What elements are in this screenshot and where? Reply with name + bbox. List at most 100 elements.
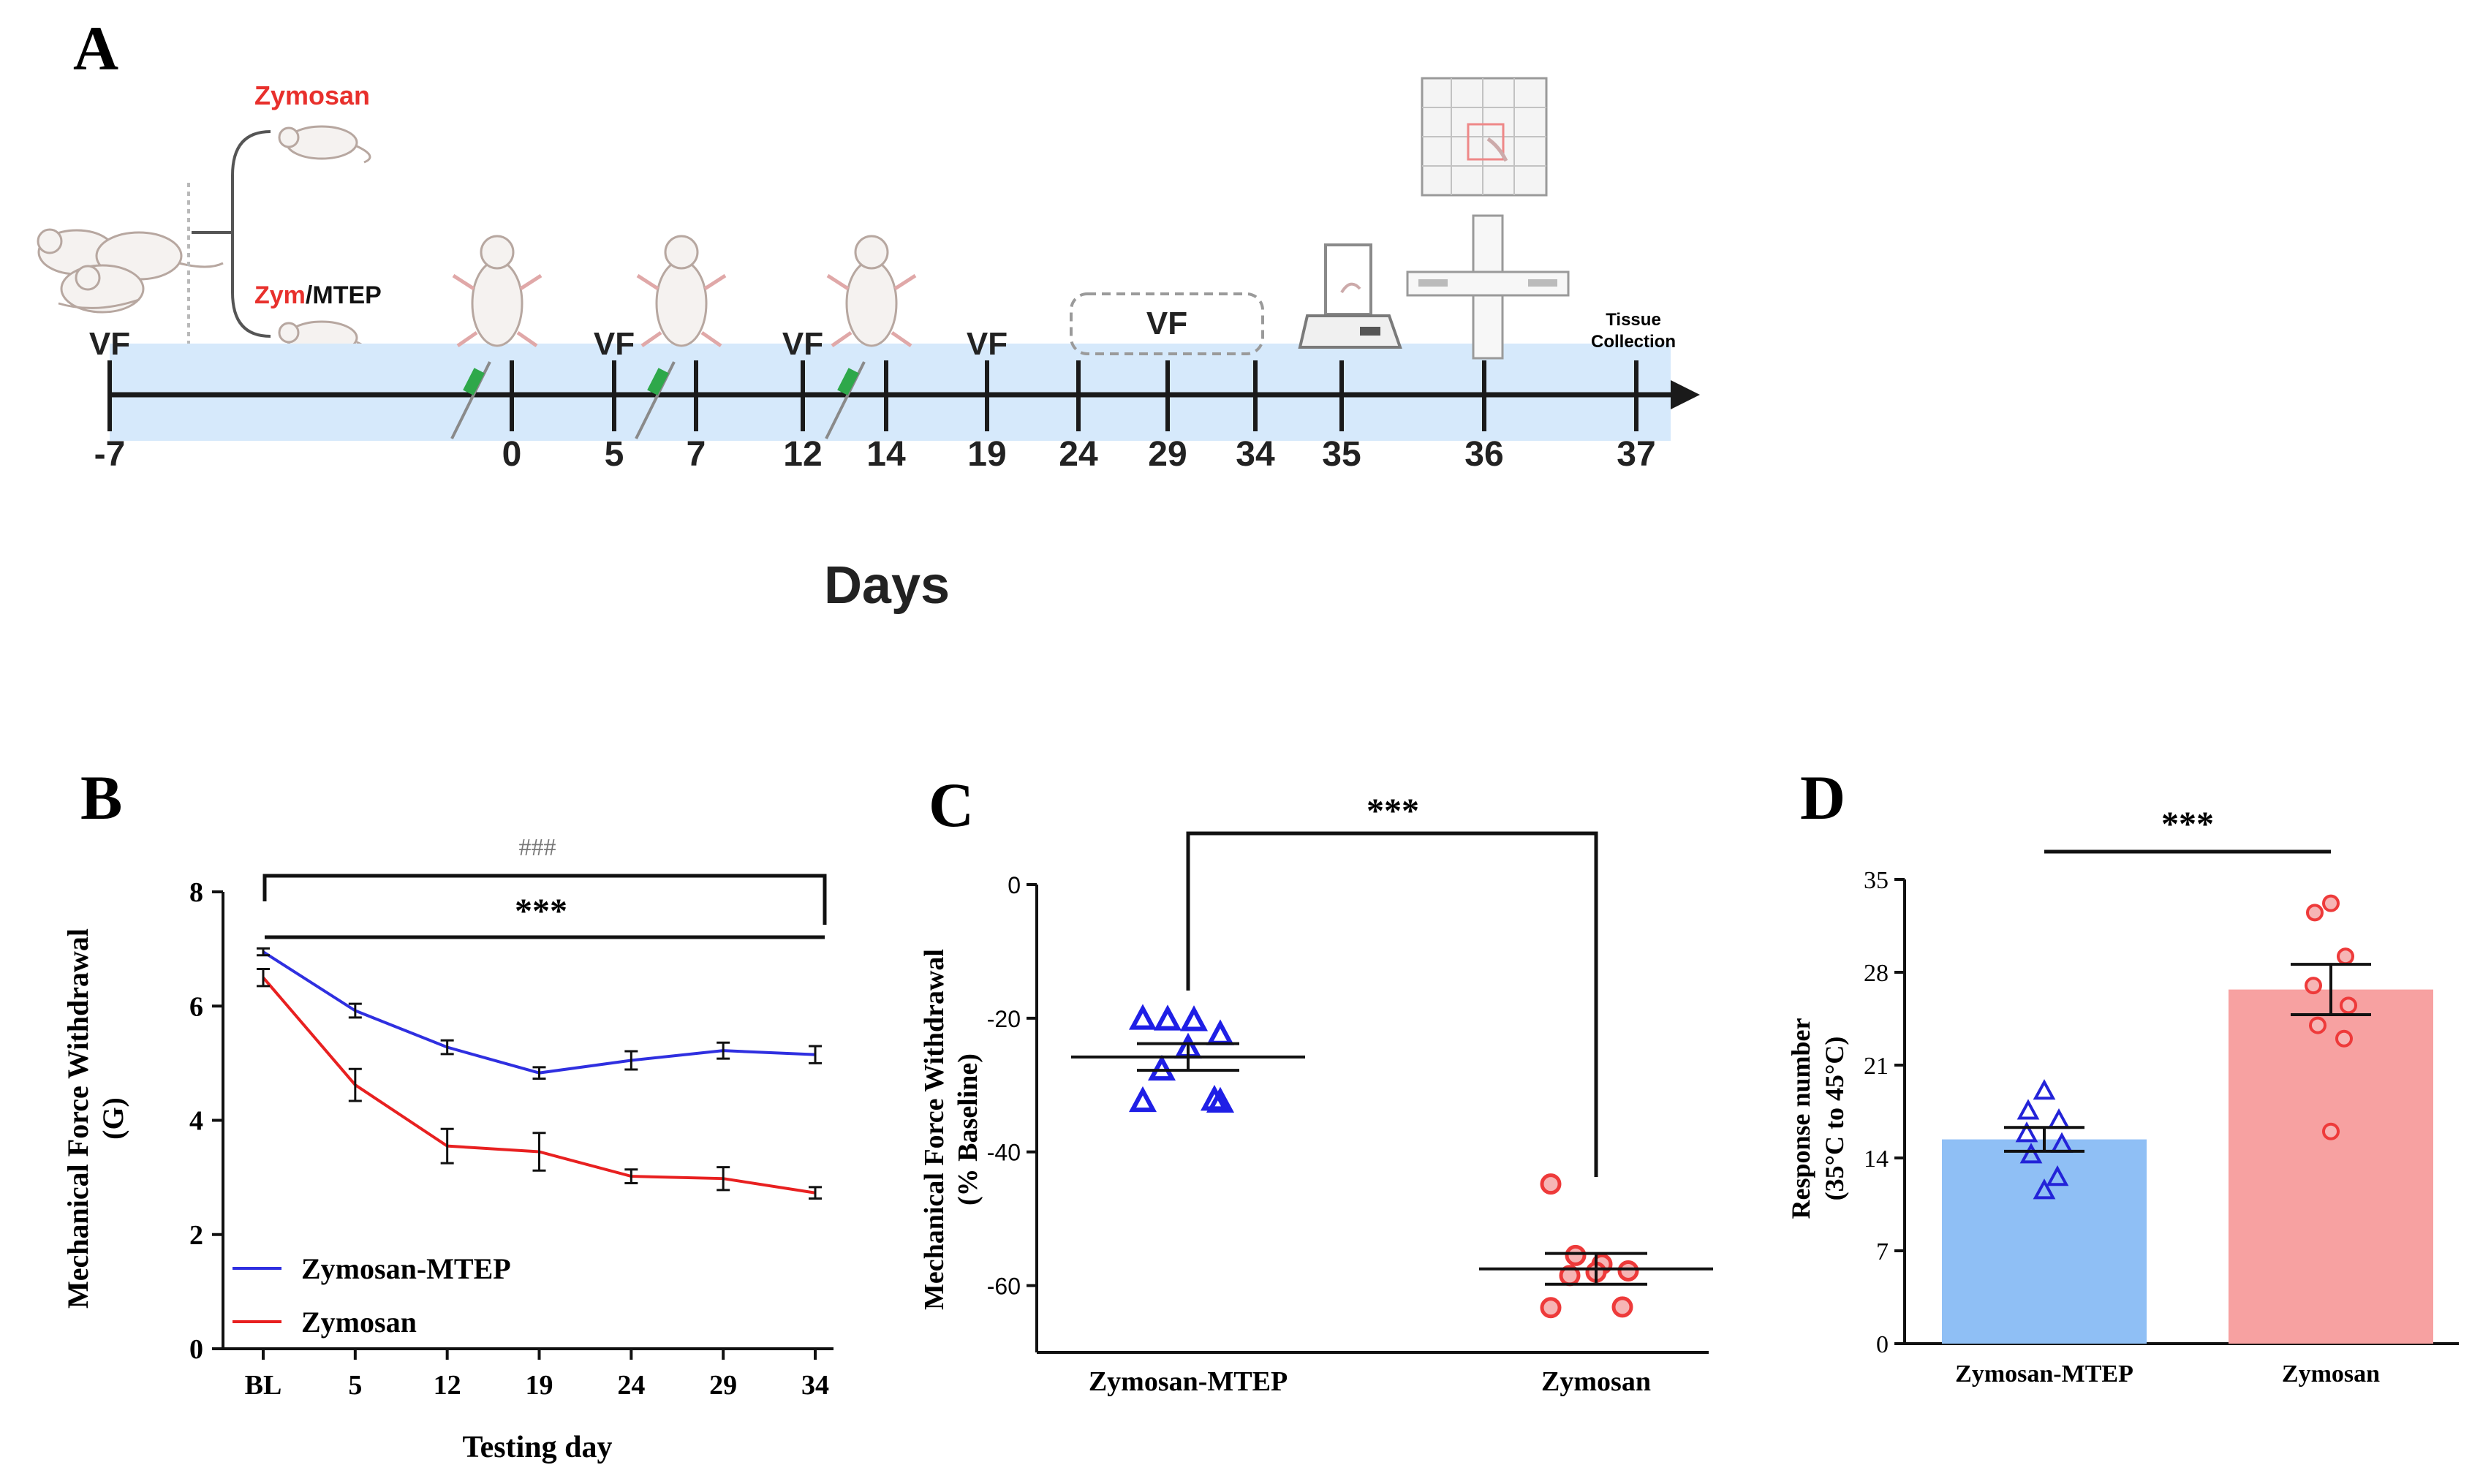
d-y-axis-title-line1: Response number	[1786, 1018, 1815, 1219]
c-x-tick-label-1: Zymosan	[1541, 1366, 1651, 1397]
d-point-triangle	[2033, 1079, 2056, 1100]
d-bar-0	[1942, 1139, 2147, 1344]
group-zymosan-label: Zymosan	[254, 80, 370, 110]
d-point-circle	[2340, 996, 2357, 1015]
d-y-tick-label: 28	[1864, 960, 1889, 987]
c-y-axis-title-line2: (% Baseline)	[953, 1053, 983, 1205]
b-y-axis-title-line2: (G)	[97, 1097, 129, 1140]
group-branch-lines	[192, 130, 271, 338]
b-x-axis-title: Testing day	[462, 1431, 612, 1464]
rat-head-shape	[854, 235, 889, 270]
c-point-circle	[1540, 1173, 1562, 1195]
syringe-barrel-shape	[647, 368, 669, 395]
c-y-axis-title: Mechanical Force Withdrawal (% Baseline)	[919, 949, 983, 1310]
b-error-bar-1-4	[624, 1168, 638, 1184]
b-y-axis-title-line1: Mechanical Force Withdrawal	[61, 928, 94, 1309]
c-y-tick-label: -40	[987, 1140, 1021, 1166]
syringe-barrel-shape	[837, 368, 859, 395]
b-error-bar-1-2	[440, 1127, 454, 1165]
vf-label-day-12: VF	[782, 326, 823, 362]
b-y-tick-label: 2	[189, 1220, 203, 1251]
c-point-triangle	[1153, 1004, 1182, 1031]
d-point-circle	[2322, 894, 2340, 912]
c-point-circle	[1617, 1260, 1639, 1282]
b-x-tick-label: 34	[801, 1370, 829, 1401]
c-significance-bracket	[1186, 831, 1598, 1177]
b-legend-label-0: Zymosan-MTEP	[301, 1252, 511, 1285]
vf-label-day-19: VF	[967, 326, 1008, 362]
b-y-axis-title: Mechanical Force Withdrawal(G)	[61, 928, 129, 1309]
b-error-bar-1-3	[532, 1132, 546, 1172]
panel-b-letter: B	[80, 762, 122, 833]
b-x-tick-label: 5	[348, 1370, 362, 1401]
vf-label-day-5: VF	[594, 326, 635, 362]
b-error-bar-0-0	[257, 947, 270, 957]
c-y-tick-label: -20	[987, 1006, 1021, 1032]
b-legend-label-1: Zymosan	[301, 1306, 417, 1339]
b-error-bar-0-5	[717, 1041, 730, 1060]
d-y-tick-label: 7	[1876, 1238, 1889, 1265]
timeline-axis-title: Days	[824, 556, 950, 615]
d-point-triangle	[2015, 1121, 2038, 1143]
timeline-tick-label-14: 14	[866, 435, 906, 474]
b-error-bar-0-2	[440, 1039, 454, 1056]
b-error-bar-0-3	[532, 1066, 546, 1080]
b-error-bar-1-5	[717, 1166, 730, 1192]
c-sem-bar-1	[1545, 1252, 1647, 1286]
c-sem-bar-0	[1137, 1042, 1239, 1072]
d-point-circle	[2337, 947, 2354, 966]
c-point-circle	[1540, 1297, 1562, 1319]
panel-d-bar-chart: D 0 7 14 21 28 35 Response number (35°C to 45°C)…	[1786, 762, 2459, 1388]
open-field-arena-icon	[1421, 77, 1548, 197]
rat-body-shape	[655, 260, 708, 347]
c-point-triangle	[1206, 1019, 1235, 1045]
d-point-circle	[2305, 977, 2322, 995]
timeline-tick-label-37: 37	[1617, 435, 1655, 474]
b-x-tick-label: 12	[434, 1370, 461, 1401]
b-y-tick-label: 0	[189, 1334, 203, 1365]
d-y-axis-title: Response number (35°C to 45°C)	[1786, 1018, 1849, 1219]
timeline-tick-label-0: 0	[502, 435, 522, 474]
d-y-axis-title-line2: (35°C to 45°C)	[1820, 1037, 1849, 1201]
rat-paws-shape	[826, 273, 917, 348]
b-x-tick-label: 24	[617, 1370, 645, 1401]
d-point-triangle	[2047, 1108, 2071, 1129]
rat-injection-icon-day-0	[450, 235, 543, 439]
b-annotation-stars: ***	[515, 892, 567, 931]
rat-body-shape	[845, 260, 898, 347]
d-point-triangle	[2019, 1143, 2043, 1164]
d-point-circle	[2335, 1029, 2353, 1048]
c-annotation-stars: ***	[1367, 792, 1419, 830]
b-x-tick-label: BL	[245, 1370, 282, 1401]
c-point-triangle	[1128, 1086, 1157, 1113]
rat-paws-shape	[636, 273, 727, 348]
d-y-tick-label: 35	[1864, 867, 1889, 894]
rat-icon-zymosan	[278, 125, 371, 164]
timeline-tick-label-19: 19	[967, 435, 1006, 474]
rat-head-shape	[480, 235, 515, 270]
timeline-tick-label-24: 24	[1059, 435, 1098, 474]
timeline-ticks: -7 0 5 7 12 14 19 24 29 34 35 36 37	[94, 360, 1656, 474]
c-point-triangle	[1128, 1004, 1157, 1030]
hot-plate-apparatus-icon	[1298, 243, 1402, 349]
d-point-triangle	[2016, 1099, 2040, 1120]
panel-a-timeline: A Zymosan Zym/MTEP -7 0 5 7 12 14 19 24 29 34 35 36…	[37, 13, 1700, 615]
elevated-plus-maze-icon	[1406, 214, 1570, 360]
vf-label-day--7: VF	[89, 326, 130, 362]
d-point-circle	[2306, 904, 2324, 922]
b-error-bar-1-0	[257, 967, 270, 988]
rat-group-icon	[37, 228, 224, 314]
c-point-circle	[1565, 1244, 1587, 1266]
b-error-bar-0-4	[624, 1050, 638, 1071]
timeline-tick-label-34: 34	[1236, 435, 1275, 474]
group-zym-mtep-label: Zym/MTEP	[254, 281, 382, 309]
b-significance-bracket	[262, 874, 827, 925]
b-y-tick-label: 4	[189, 1106, 203, 1137]
timeline-tick-label-35: 35	[1322, 435, 1361, 474]
b-error-bar-0-1	[348, 1002, 362, 1019]
c-point-triangle	[1179, 1005, 1209, 1031]
timeline-tick-label-5: 5	[605, 435, 624, 474]
panel-a-letter: A	[73, 13, 118, 83]
d-y-tick-label: 14	[1864, 1146, 1889, 1173]
rat-injection-icon-day-14	[825, 235, 917, 439]
